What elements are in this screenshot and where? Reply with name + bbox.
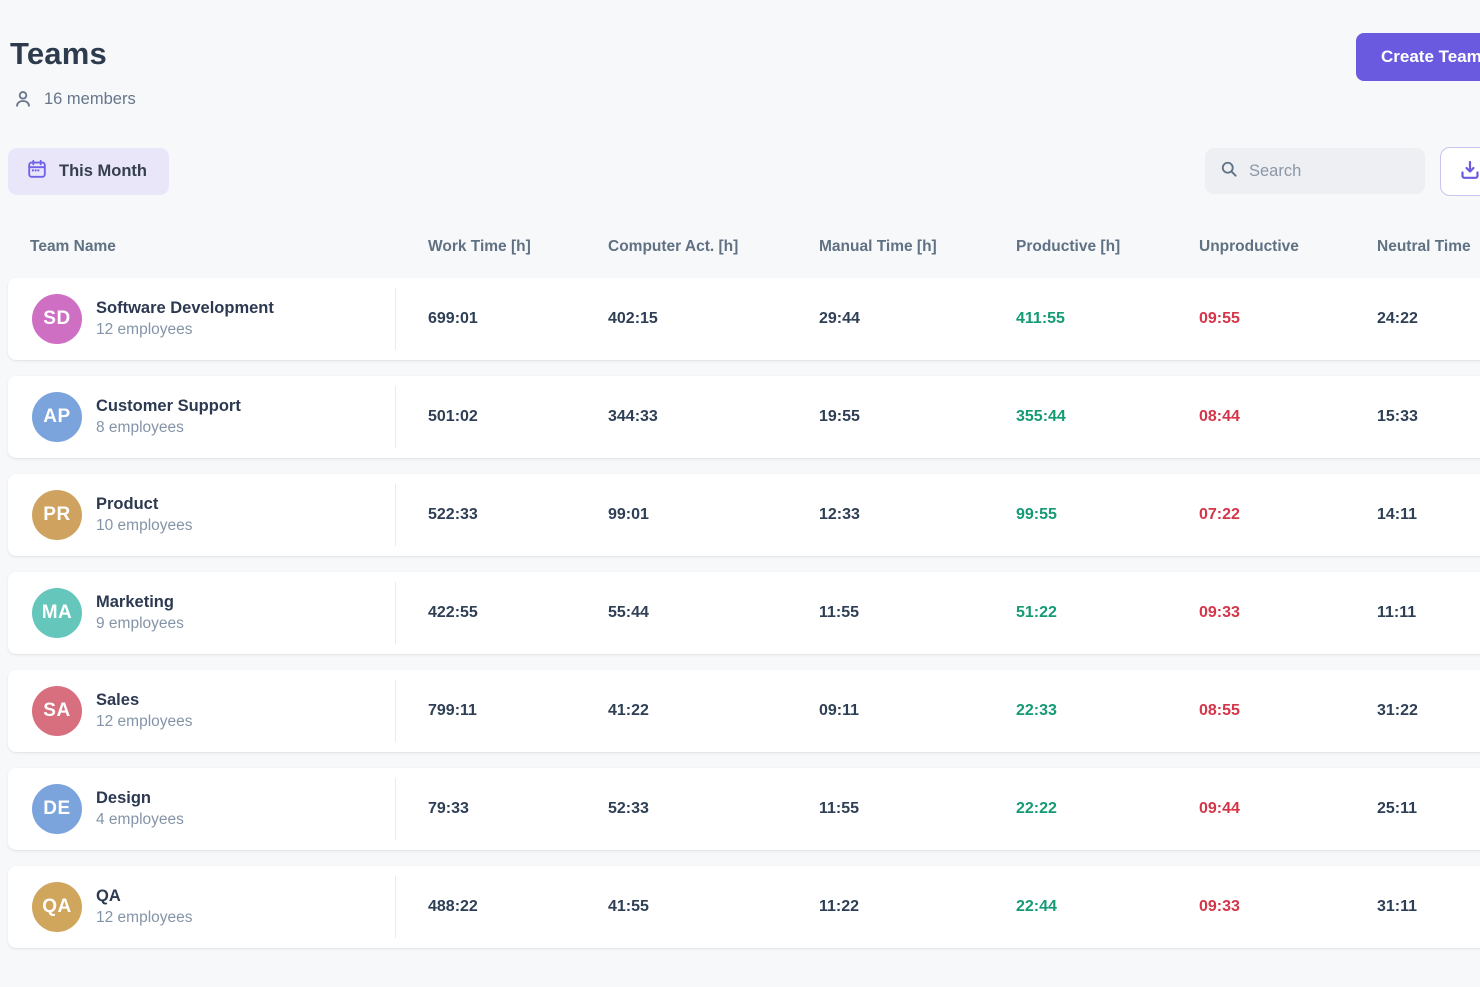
team-name: Software Development xyxy=(96,299,274,317)
table-row[interactable]: QA QA 12 employees 488:22 41:55 11:22 22… xyxy=(8,866,1480,948)
column-header-unproductive: Unproductive xyxy=(1199,238,1299,255)
table-row[interactable]: PR Product 10 employees 522:33 99:01 12:… xyxy=(8,474,1480,556)
work-time-value: 799:11 xyxy=(428,702,477,719)
computer-act-value: 41:55 xyxy=(608,898,649,915)
productive-value: 411:55 xyxy=(1016,310,1065,327)
work-time-value: 422:55 xyxy=(428,604,478,621)
date-filter-button[interactable]: This Month xyxy=(8,148,169,195)
work-time-value: 488:22 xyxy=(428,898,478,915)
unproductive-value: 08:55 xyxy=(1199,702,1240,719)
avatar: SA xyxy=(32,686,82,736)
neutral-time-value: 24:22 xyxy=(1377,310,1418,327)
team-employees: 8 employees xyxy=(96,419,184,436)
neutral-time-value: 15:33 xyxy=(1377,408,1418,425)
computer-act-value: 99:01 xyxy=(608,506,649,523)
calendar-icon xyxy=(26,158,48,185)
members-count: 16 members xyxy=(12,88,136,110)
team-name: Product xyxy=(96,495,159,513)
table-row[interactable]: SA Sales 12 employees 799:11 41:22 09:11… xyxy=(8,670,1480,752)
avatar: DE xyxy=(32,784,82,834)
teams-table: Team Name Work Time [h] Computer Act. [h… xyxy=(0,228,1480,964)
team-name: Sales xyxy=(96,691,140,709)
date-filter-label: This Month xyxy=(59,162,147,180)
table-row[interactable]: DE Design 4 employees 79:33 52:33 11:55 … xyxy=(8,768,1480,850)
manual-time-value: 19:55 xyxy=(819,408,860,425)
unproductive-value: 09:33 xyxy=(1199,604,1240,621)
productive-value: 22:22 xyxy=(1016,800,1057,817)
team-employees: 12 employees xyxy=(96,909,193,926)
team-employees: 12 employees xyxy=(96,321,193,338)
manual-time-value: 11:55 xyxy=(819,800,860,817)
productive-value: 99:55 xyxy=(1016,506,1057,523)
neutral-time-value: 31:22 xyxy=(1377,702,1418,719)
person-icon xyxy=(12,88,34,110)
avatar: PR xyxy=(32,490,82,540)
create-team-button[interactable]: Create Team xyxy=(1356,33,1480,81)
table-row[interactable]: MA Marketing 9 employees 422:55 55:44 11… xyxy=(8,572,1480,654)
avatar: MA xyxy=(32,588,82,638)
manual-time-value: 11:55 xyxy=(819,604,860,621)
column-header-productive: Productive [h] xyxy=(1016,238,1121,255)
productive-value: 355:44 xyxy=(1016,408,1066,425)
manual-time-value: 29:44 xyxy=(819,310,860,327)
team-employees: 12 employees xyxy=(96,713,193,730)
download-button[interactable] xyxy=(1440,147,1480,196)
work-time-value: 699:01 xyxy=(428,310,478,327)
neutral-time-value: 31:11 xyxy=(1377,898,1418,915)
unproductive-value: 09:55 xyxy=(1199,310,1240,327)
unproductive-value: 08:44 xyxy=(1199,408,1240,425)
productive-value: 51:22 xyxy=(1016,604,1057,621)
manual-time-value: 11:22 xyxy=(819,898,860,915)
manual-time-value: 09:11 xyxy=(819,702,860,719)
team-employees: 4 employees xyxy=(96,811,184,828)
team-name: Customer Support xyxy=(96,397,241,415)
column-header-team-name: Team Name xyxy=(30,238,116,255)
work-time-value: 522:33 xyxy=(428,506,478,523)
column-header-work-time: Work Time [h] xyxy=(428,238,531,255)
avatar: AP xyxy=(32,392,82,442)
work-time-value: 79:33 xyxy=(428,800,469,817)
create-team-label: Create Team xyxy=(1381,47,1480,66)
unproductive-value: 07:22 xyxy=(1199,506,1240,523)
unproductive-value: 09:33 xyxy=(1199,898,1240,915)
table-row[interactable]: AP Customer Support 8 employees 501:02 3… xyxy=(8,376,1480,458)
team-name: Design xyxy=(96,789,152,807)
column-header-neutral-time: Neutral Time xyxy=(1377,238,1471,255)
computer-act-value: 41:22 xyxy=(608,702,649,719)
page-header: Teams 16 members Create Team xyxy=(0,0,1480,130)
page-title: Teams xyxy=(10,36,107,71)
download-icon xyxy=(1458,158,1480,185)
productive-value: 22:44 xyxy=(1016,898,1057,915)
team-name: Marketing xyxy=(96,593,174,611)
avatar: QA xyxy=(32,882,82,932)
computer-act-value: 55:44 xyxy=(608,604,649,621)
team-employees: 9 employees xyxy=(96,615,184,632)
unproductive-value: 09:44 xyxy=(1199,800,1240,817)
table-row[interactable]: SD Software Development 12 employees 699… xyxy=(8,278,1480,360)
team-employees: 10 employees xyxy=(96,517,193,534)
column-header-computer-act: Computer Act. [h] xyxy=(608,238,739,255)
column-header-manual-time: Manual Time [h] xyxy=(819,238,937,255)
work-time-value: 501:02 xyxy=(428,408,478,425)
computer-act-value: 402:15 xyxy=(608,310,658,327)
manual-time-value: 12:33 xyxy=(819,506,860,523)
members-count-label: 16 members xyxy=(44,89,136,108)
neutral-time-value: 14:11 xyxy=(1377,506,1418,523)
neutral-time-value: 11:11 xyxy=(1377,604,1417,621)
productive-value: 22:33 xyxy=(1016,702,1057,719)
computer-act-value: 52:33 xyxy=(608,800,649,817)
search-icon xyxy=(1219,159,1239,184)
avatar: SD xyxy=(32,294,82,344)
neutral-time-value: 25:11 xyxy=(1377,800,1418,817)
table-header-row: Team Name Work Time [h] Computer Act. [h… xyxy=(8,228,1480,266)
computer-act-value: 344:33 xyxy=(608,408,658,425)
team-name: QA xyxy=(96,887,121,905)
search-input[interactable] xyxy=(1249,161,1411,181)
search-box[interactable] xyxy=(1205,148,1425,194)
